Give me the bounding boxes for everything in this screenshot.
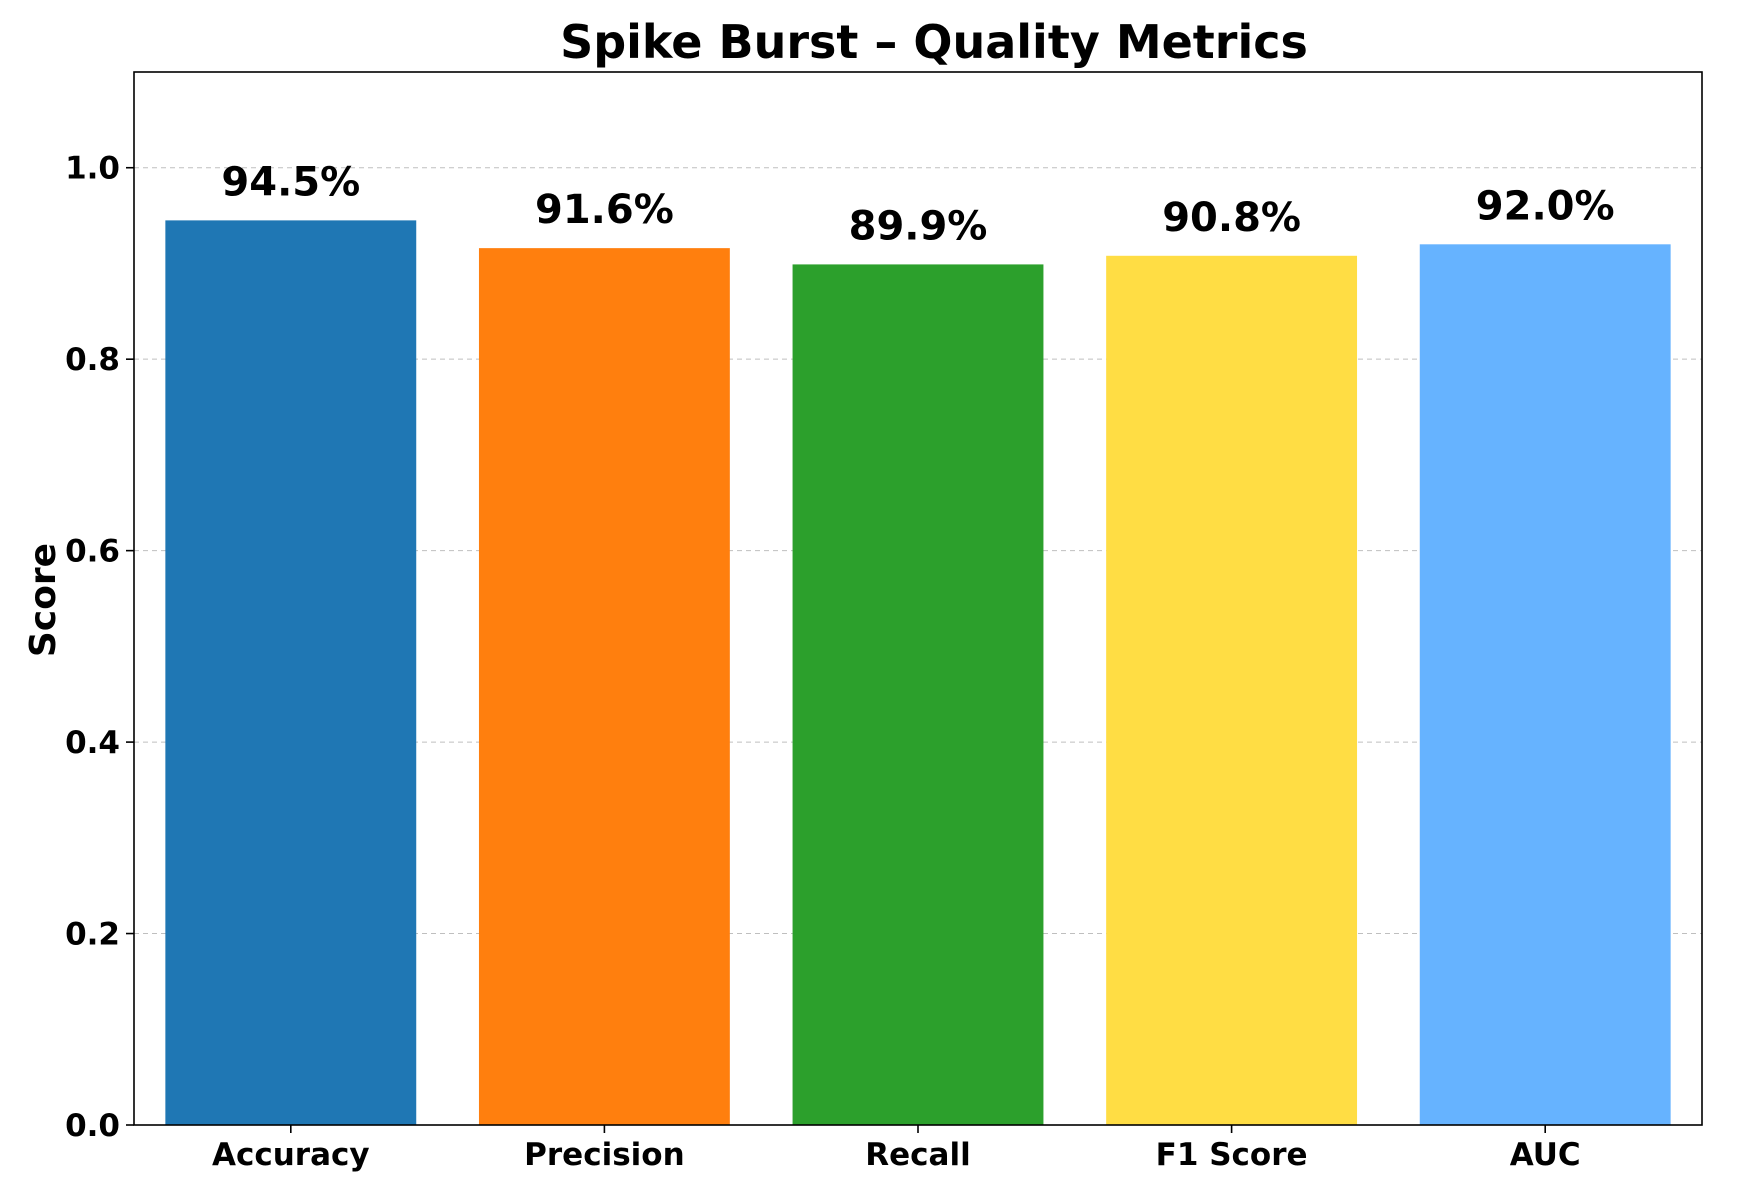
y-axis-ticks: 0.0 0.2 0.4 0.6 0.8 1.0 — [65, 151, 134, 1144]
bar-value-label: 94.5% — [221, 159, 360, 205]
bar-value-label: 90.8% — [1162, 195, 1301, 241]
bar-value-label: 92.0% — [1476, 183, 1615, 229]
y-axis-label: Score — [23, 543, 64, 657]
y-tick-label: 0.0 — [65, 1108, 120, 1144]
chart-title: Spike Burst – Quality Metrics — [560, 15, 1308, 69]
x-axis-ticks: Accuracy Precision Recall F1 Score AUC — [212, 1125, 1581, 1173]
x-tick-label: F1 Score — [1156, 1137, 1308, 1173]
x-tick-label: Precision — [524, 1137, 684, 1173]
y-tick-label: 0.8 — [65, 342, 120, 378]
x-tick-label: AUC — [1510, 1137, 1581, 1173]
bar — [792, 264, 1044, 1125]
x-tick-label: Recall — [865, 1137, 970, 1173]
y-tick-label: 0.4 — [65, 725, 120, 761]
x-tick-label: Accuracy — [212, 1137, 370, 1173]
y-tick-label: 0.2 — [65, 917, 120, 953]
bar-value-label: 91.6% — [535, 187, 674, 233]
y-tick-label: 0.6 — [65, 534, 120, 570]
bars — [165, 220, 1671, 1126]
y-tick-label: 1.0 — [65, 151, 120, 187]
bar-value-label: 89.9% — [849, 203, 988, 249]
bar — [1106, 255, 1358, 1125]
bar-value-labels: 94.5% 91.6% 89.9% 90.8% 92.0% — [221, 159, 1614, 249]
bar — [478, 248, 730, 1125]
bar — [165, 220, 417, 1126]
plot-frame — [133, 71, 1703, 1126]
bar — [1419, 244, 1671, 1126]
